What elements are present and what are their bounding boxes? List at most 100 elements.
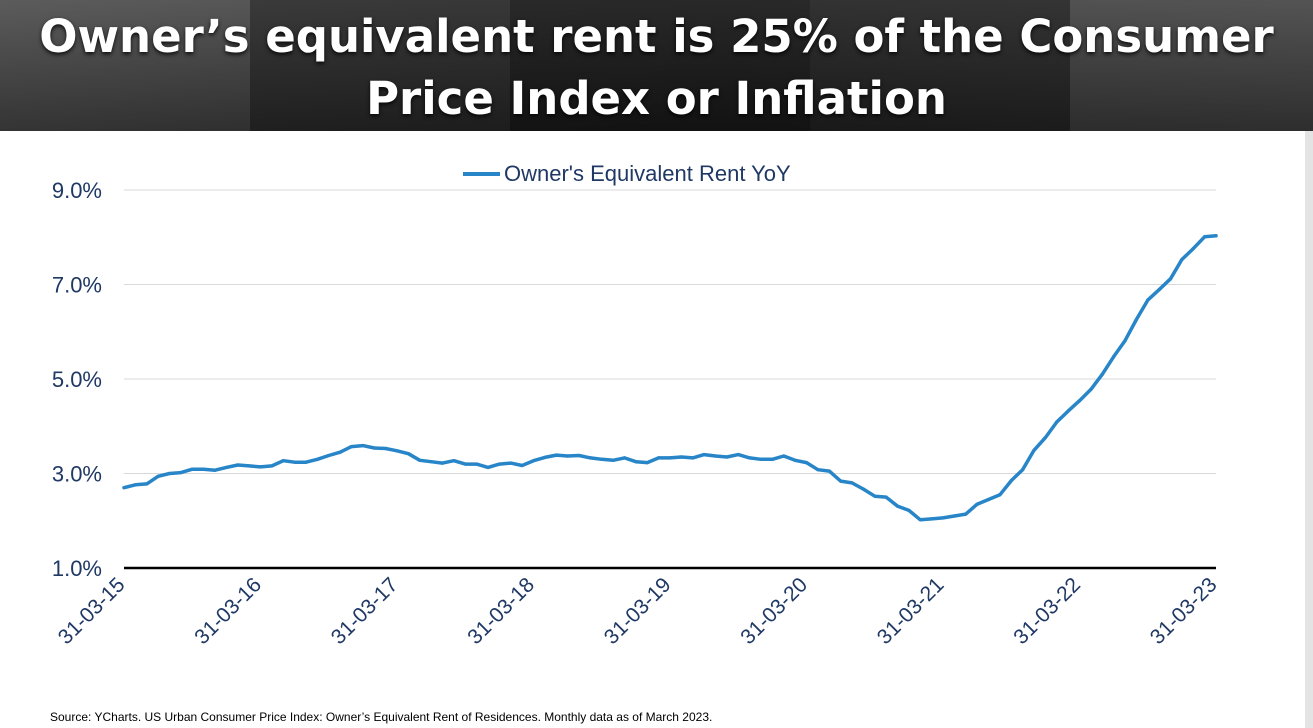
data-point (361, 444, 365, 448)
data-point (429, 460, 433, 464)
data-point (520, 463, 524, 468)
data-point (1032, 448, 1036, 452)
data-point (907, 508, 911, 512)
data-point (850, 481, 854, 485)
data-point (577, 453, 581, 458)
data-point (133, 483, 137, 487)
legend: Owner's Equivalent Rent YoY (463, 161, 791, 186)
data-point (202, 467, 206, 471)
data-point (713, 454, 718, 458)
data-point (167, 471, 172, 476)
data-point (725, 455, 729, 459)
data-point (554, 453, 558, 457)
data-point (657, 456, 661, 460)
data-point (1021, 468, 1025, 472)
data-point (304, 460, 308, 464)
data-point (759, 457, 763, 461)
data-point (839, 479, 843, 483)
data-point (1146, 298, 1150, 302)
photo-collage-panel (250, 0, 510, 131)
data-point (509, 461, 513, 465)
x-tick-label: 31-03-19 (600, 573, 676, 649)
data-point (566, 454, 570, 458)
data-point (1134, 317, 1138, 322)
data-point (816, 468, 820, 472)
data-point (179, 470, 183, 475)
data-point (463, 462, 467, 466)
x-tick-label: 31-03-21 (873, 573, 949, 649)
data-point (736, 453, 740, 457)
data-point (293, 460, 297, 464)
data-point (895, 504, 900, 508)
gridlines (124, 189, 1216, 570)
y-tick-label: 3.0% (52, 462, 102, 487)
line-chart: Owner's Equivalent Rent YoY 9.0% 7.0% 5.0%… (52, 161, 1222, 649)
data-point (986, 497, 991, 502)
data-point (270, 464, 274, 468)
data-point (1055, 420, 1059, 424)
data-point (1077, 399, 1082, 403)
x-tick-label: 31-03-17 (327, 573, 403, 649)
data-point (600, 457, 604, 461)
data-point (475, 462, 479, 466)
right-edge-strip (1305, 131, 1313, 728)
data-point (782, 454, 786, 458)
data-point (884, 495, 888, 499)
y-tick-label: 7.0% (52, 273, 102, 298)
data-point (156, 474, 160, 478)
data-point (930, 517, 934, 521)
data-point (372, 446, 376, 450)
data-point (668, 456, 672, 460)
data-point (190, 467, 194, 471)
y-tick-label: 5.0% (52, 367, 102, 392)
data-point (1009, 478, 1013, 483)
x-tick-label: 31-03-23 (1146, 573, 1222, 649)
data-point (1066, 409, 1070, 413)
data-point (634, 460, 638, 464)
page-title: Owner’s equivalent rent is 25% of the Co… (39, 10, 1274, 125)
photo-collage-panel (810, 0, 1070, 131)
data-point (861, 487, 865, 491)
data-point (1203, 235, 1207, 239)
data-point (1191, 246, 1195, 251)
photo-collage-panel (0, 0, 250, 131)
source-note: Source: YCharts. US Urban Consumer Price… (50, 710, 713, 724)
data-point (236, 463, 240, 467)
data-point (486, 465, 490, 469)
data-point (213, 468, 217, 472)
data-point (622, 456, 627, 460)
x-tick-label: 31-03-16 (190, 573, 266, 649)
data-point (748, 456, 752, 460)
data-point (1123, 339, 1127, 343)
data-point (1112, 355, 1116, 359)
series-points (122, 234, 1218, 522)
x-tick-label: 31-03-22 (1009, 573, 1085, 649)
data-point (1089, 387, 1093, 391)
x-tick-label: 31-03-18 (463, 573, 539, 649)
y-axis: 9.0% 7.0% 5.0% 3.0% 1.0% (52, 178, 102, 581)
data-point (122, 486, 126, 490)
data-point (452, 459, 456, 463)
header-banner: Owner’s equivalent rent is 25% of the Co… (0, 0, 1313, 131)
data-point (440, 461, 445, 465)
data-point (793, 458, 797, 462)
legend-label: Owner's Equivalent Rent YoY (504, 161, 791, 186)
data-point (804, 461, 809, 465)
x-tick-label: 31-03-20 (736, 573, 812, 649)
data-point (1168, 277, 1173, 281)
data-point (258, 465, 263, 469)
data-point (1100, 372, 1104, 376)
data-point (952, 514, 956, 518)
data-point (327, 453, 331, 458)
data-point (918, 518, 922, 522)
data-point (827, 469, 831, 473)
data-point (611, 458, 615, 462)
photo-collage-panel (1070, 0, 1313, 131)
data-point (497, 462, 501, 466)
data-point (349, 444, 354, 449)
data-point (1157, 288, 1161, 292)
data-point (975, 502, 979, 506)
photo-collage-panel (510, 0, 810, 131)
y-tick-label: 1.0% (52, 556, 102, 581)
data-point (224, 465, 228, 469)
